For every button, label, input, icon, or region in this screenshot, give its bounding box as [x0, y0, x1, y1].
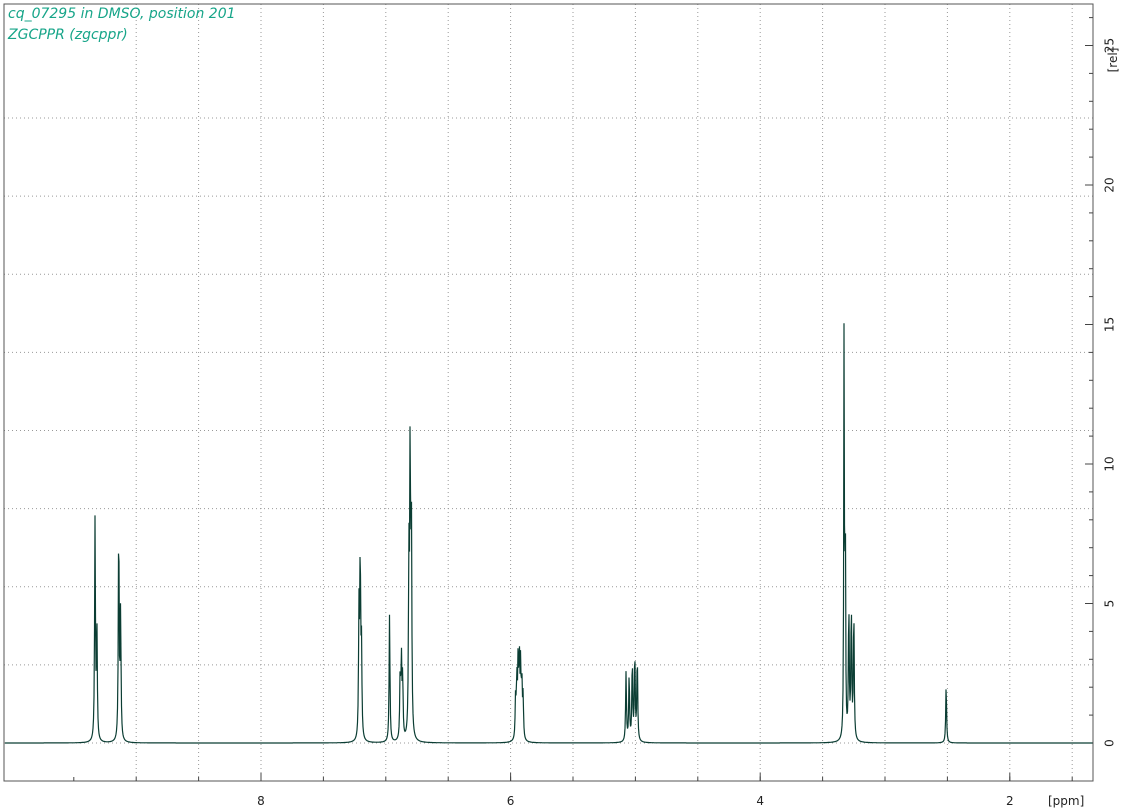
y-tick-label: 10	[1103, 456, 1117, 471]
y-tick-label: 15	[1103, 317, 1117, 332]
x-tick-label: 8	[257, 794, 265, 808]
plot-frame	[3, 3, 1094, 782]
x-axis-unit-label: [ppm]	[1048, 794, 1084, 808]
spectrum-title: cq_07295 in DMSO, position 201	[8, 6, 236, 22]
y-axis-unit-label: [rel]	[1106, 48, 1120, 73]
x-tick-label: 2	[1006, 794, 1014, 808]
spectrum-subtitle: ZGCPPR (zgcppr)	[8, 27, 128, 43]
x-tick-label: 4	[756, 794, 764, 808]
x-tick-label: 6	[507, 794, 515, 808]
grid-lines	[4, 4, 1093, 781]
y-tick-label: 25	[1103, 38, 1117, 53]
y-tick-label: 5	[1103, 600, 1117, 608]
spectrum-series-line	[5, 323, 1093, 744]
y-tick-label: 20	[1103, 177, 1117, 192]
y-tick-label: 0	[1103, 739, 1117, 747]
